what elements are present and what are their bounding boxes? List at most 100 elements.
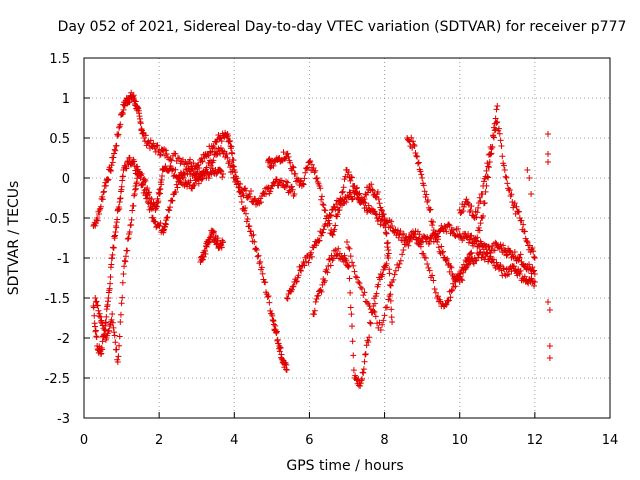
- data-point-fill: [258, 264, 265, 271]
- data-point-fill: [443, 301, 450, 308]
- data-point-fill: [315, 292, 322, 299]
- data-point-fill: [147, 137, 154, 144]
- data-point-fill: [273, 328, 280, 335]
- data-point-fill: [429, 272, 436, 279]
- data-point: [411, 231, 418, 237]
- data-point-fill: [365, 202, 372, 209]
- data-point-fill: [375, 196, 382, 203]
- data-point: [441, 223, 448, 229]
- data-point-fill: [383, 230, 390, 237]
- data-point-fill: [381, 312, 388, 319]
- data-point-fill: [308, 249, 315, 256]
- data-point-fill: [288, 183, 295, 190]
- data-point-fill: [387, 297, 394, 304]
- x-tick-label: 10: [451, 433, 468, 448]
- data-point-fill: [304, 164, 311, 171]
- data-point-fill: [390, 276, 397, 283]
- data-point: [174, 155, 181, 161]
- data-point: [223, 151, 230, 157]
- data-point-fill: [472, 257, 479, 264]
- data-point-fill: [508, 191, 515, 198]
- data-point-fill: [417, 243, 424, 250]
- data-point-fill: [379, 271, 386, 278]
- data-point-fill: [429, 219, 436, 226]
- data-point-fill: [301, 262, 308, 269]
- data-point: [283, 183, 290, 189]
- data-point-fill: [187, 156, 194, 163]
- data-point-fill: [219, 174, 226, 181]
- y-axis-ticks: -3 -2.5 -2 -1.5 -1 -0.5 0 0.5 1 1.5: [45, 52, 90, 427]
- data-point-fill: [156, 223, 163, 230]
- y-tick-label: 1: [62, 92, 70, 107]
- data-point-fill: [117, 319, 124, 326]
- data-point-fill: [445, 262, 452, 269]
- data-point: [509, 199, 516, 205]
- data-point-fill: [124, 158, 131, 165]
- data-point-fill: [348, 311, 355, 318]
- data-point-fill: [242, 204, 249, 211]
- data-point-fill: [226, 158, 233, 165]
- data-point-fill: [230, 157, 237, 164]
- data-point: [325, 263, 332, 269]
- data-point-fill: [301, 175, 308, 182]
- data-point-fill: [397, 228, 404, 235]
- data-point-fill: [151, 218, 158, 225]
- data-point-fill: [512, 266, 519, 273]
- data-point-fill: [260, 190, 267, 197]
- data-point-fill: [388, 306, 395, 313]
- data-point-fill: [162, 147, 169, 154]
- data-point: [385, 255, 392, 261]
- data-point-fill: [340, 184, 347, 191]
- data-point-fill: [497, 137, 504, 144]
- data-point-fill: [168, 157, 175, 164]
- data-point: [152, 219, 159, 225]
- data-point-fill: [526, 261, 533, 268]
- data-point: [344, 239, 350, 245]
- data-point-fill: [324, 269, 331, 276]
- data-point: [486, 151, 493, 157]
- data-point-fill: [529, 244, 536, 251]
- data-point-fill: [386, 292, 393, 299]
- data-point-fill: [174, 184, 181, 191]
- data-point-fill: [468, 232, 475, 239]
- data-point-fill: [391, 271, 398, 278]
- x-tick-label: 8: [380, 433, 388, 448]
- data-point: [546, 355, 553, 361]
- data-point-fill: [483, 250, 490, 257]
- data-point-fill: [492, 239, 499, 246]
- data-point-fill: [138, 170, 145, 177]
- data-point-fill: [360, 366, 367, 373]
- data-point: [494, 119, 501, 125]
- data-point-fill: [106, 327, 113, 334]
- data-point-fill: [399, 251, 406, 258]
- data-point: [501, 247, 508, 253]
- data-point-fill: [474, 234, 481, 241]
- data-point-fill: [289, 186, 296, 193]
- data-point-fill: [145, 189, 152, 196]
- y-tick-label: -2.5: [45, 372, 70, 387]
- data-point-fill: [499, 153, 506, 160]
- data-point-fill: [337, 201, 344, 208]
- data-point-fill: [282, 155, 289, 162]
- data-point-fill: [388, 218, 395, 225]
- data-point-fill: [259, 270, 266, 277]
- data-point-fill: [521, 228, 528, 235]
- data-point-fill: [116, 205, 123, 212]
- data-point-fill: [354, 184, 361, 191]
- data-point-fill: [445, 297, 452, 304]
- data-point-fill: [111, 146, 118, 153]
- chart-title: Day 052 of 2021, Sidereal Day-to-day VTE…: [58, 19, 627, 35]
- data-point-fill: [119, 279, 126, 286]
- data-point-fill: [150, 140, 157, 147]
- data-point-fill: [296, 263, 303, 270]
- data-point-fill: [126, 154, 133, 161]
- data-point-fill: [247, 193, 254, 200]
- data-point: [545, 131, 552, 137]
- data-point-fill: [327, 262, 334, 269]
- data-point-fill: [182, 171, 189, 178]
- data-point: [283, 367, 290, 373]
- data-point: [479, 191, 486, 197]
- data-point-fill: [97, 313, 104, 320]
- data-point-fill: [110, 154, 117, 161]
- data-point-fill: [196, 165, 203, 172]
